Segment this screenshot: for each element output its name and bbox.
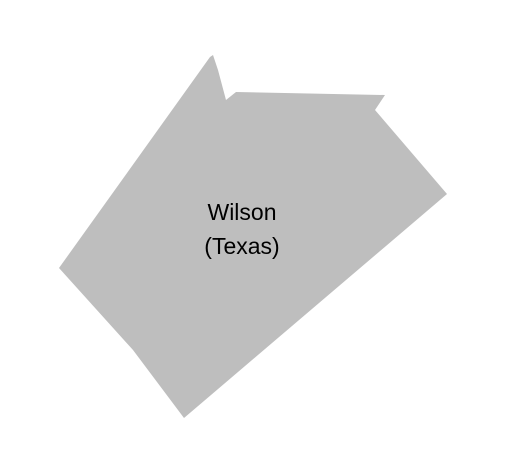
wilson-county-shape [59, 55, 447, 418]
state-name-label: (Texas) [204, 233, 279, 259]
county-name-label: Wilson [207, 199, 276, 225]
